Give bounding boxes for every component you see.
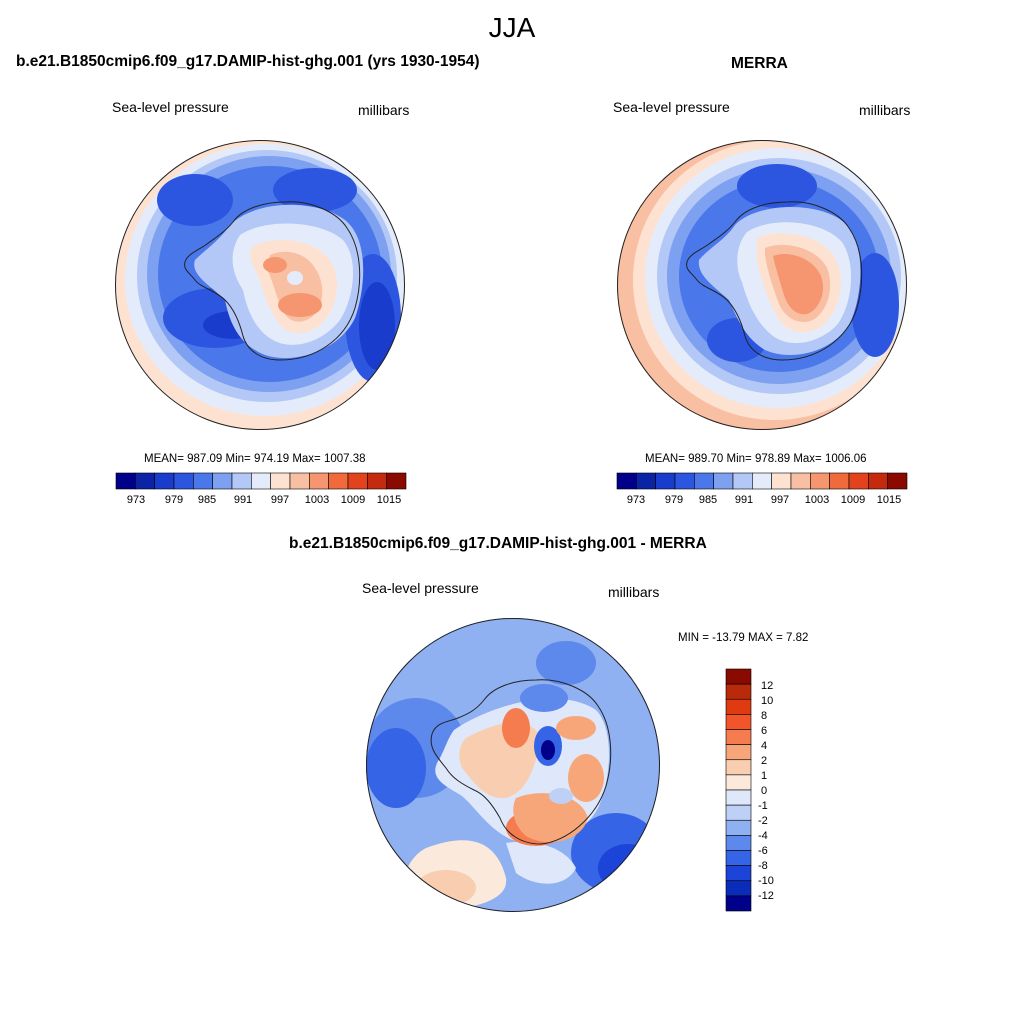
model-colorbar-tick: 985	[197, 494, 217, 506]
obs-panel-title: MERRA	[731, 55, 788, 72]
model-colorbar-swatch	[193, 472, 213, 490]
model-colorbar-swatch	[289, 472, 310, 490]
diff-colorbar-tick: -8	[758, 860, 768, 872]
obs-colorbar-swatch	[790, 472, 811, 490]
diff-colorbar-swatch	[725, 774, 752, 791]
obs-colorbar-swatch	[732, 472, 753, 490]
diff-colorbar-swatch	[725, 729, 752, 745]
model-colorbar-swatch	[115, 472, 136, 490]
diff-colorbar-swatch	[725, 819, 752, 836]
model-panel-title: b.e21.B1850cmip6.f09_g17.DAMIP-hist-ghg.…	[16, 53, 480, 70]
diff-colorbar-tick: -12	[758, 890, 774, 902]
obs-colorbar-swatch	[829, 472, 850, 490]
model-colorbar-tick: 991	[233, 494, 253, 506]
obs-colorbar-swatch	[713, 472, 734, 490]
diff-colorbar-tick: -2	[758, 815, 768, 827]
model-colorbar-swatch	[270, 472, 291, 490]
model-stats: MEAN= 987.09 Min= 974.19 Max= 1007.38	[144, 453, 366, 465]
obs-colorbar-swatch	[694, 472, 714, 490]
diff-colorbar-tick: 4	[761, 740, 768, 752]
obs-colorbar-swatch	[636, 472, 656, 490]
diff-colorbar-swatch	[725, 895, 752, 912]
obs-colorbar-swatch	[887, 472, 908, 490]
diff-colorbar-swatch	[725, 804, 752, 821]
diff-colorbar-tick: 6	[761, 725, 768, 737]
diff-colorbar-swatch	[725, 759, 752, 776]
diff-colorbar-swatch	[725, 714, 752, 730]
model-polar-map	[115, 140, 405, 430]
model-colorbar-tick: 1009	[340, 494, 366, 506]
obs-polar-map	[617, 140, 907, 430]
obs-colorbar-swatch	[752, 472, 772, 490]
figure-title: JJA	[488, 12, 536, 43]
model-colorbar-tick: 997	[270, 494, 290, 506]
diff-colorbar-tick: -1	[758, 800, 768, 812]
diff-colorbar-swatch	[725, 668, 752, 685]
model-colorbar	[115, 472, 407, 490]
obs-colorbar-swatch	[674, 472, 695, 490]
model-colorbar-swatch	[309, 472, 329, 490]
diff-colorbar-tick: 10	[761, 695, 774, 707]
diff-colorbar-swatch	[725, 789, 752, 806]
obs-colorbar-swatch	[810, 472, 830, 490]
diff-colorbar-tick: 1	[761, 770, 768, 782]
diff-units-label: millibars	[608, 584, 660, 600]
obs-colorbar	[616, 472, 908, 490]
obs-colorbar-swatch	[771, 472, 792, 490]
model-units-label: millibars	[358, 102, 410, 118]
diff-colorbar-swatch	[725, 698, 752, 715]
obs-colorbar-swatch	[616, 472, 637, 490]
diff-stats: MIN = -13.79 MAX = 7.82	[678, 632, 809, 644]
diff-colorbar-tick: 2	[761, 755, 768, 767]
obs-colorbar-tick: 1003	[804, 494, 830, 506]
diff-colorbar-swatch	[725, 880, 752, 897]
obs-colorbar-tick: 1015	[876, 494, 902, 506]
diff-colorbar-swatch	[725, 865, 752, 882]
model-colorbar-swatch	[251, 472, 271, 490]
diff-polar-map	[366, 618, 660, 912]
obs-variable-label: Sea-level pressure	[613, 99, 730, 115]
model-colorbar-swatch	[173, 472, 194, 490]
model-colorbar-swatch	[386, 472, 407, 490]
model-colorbar-tick: 1003	[304, 494, 330, 506]
diff-colorbar-tick: -4	[758, 830, 768, 842]
obs-colorbar-tick: 1009	[840, 494, 866, 506]
diff-colorbar-swatch	[725, 835, 752, 851]
obs-colorbar-tick: 991	[734, 494, 754, 506]
model-colorbar-swatch	[212, 472, 233, 490]
diff-colorbar-swatch	[725, 850, 752, 866]
diff-colorbar-tick: -10	[758, 875, 774, 887]
obs-colorbar-swatch	[655, 472, 676, 490]
obs-colorbar-swatch	[868, 472, 888, 490]
obs-colorbar-swatch	[848, 472, 869, 490]
obs-colorbar-tick: 985	[698, 494, 718, 506]
model-colorbar-swatch	[367, 472, 387, 490]
model-colorbar-swatch	[328, 472, 349, 490]
model-colorbar-tick: 1015	[376, 494, 402, 506]
diff-panel-title: b.e21.B1850cmip6.f09_g17.DAMIP-hist-ghg.…	[289, 535, 707, 552]
model-colorbar-tick: 979	[164, 494, 184, 506]
diff-colorbar-tick: -6	[758, 845, 768, 857]
obs-stats: MEAN= 989.70 Min= 978.89 Max= 1006.06	[645, 453, 867, 465]
diff-colorbar-swatch	[725, 744, 752, 761]
model-colorbar-swatch	[347, 472, 368, 490]
diff-colorbar-tick: 0	[761, 785, 768, 797]
obs-colorbar-tick: 973	[626, 494, 646, 506]
diff-colorbar-tick: 8	[761, 710, 768, 722]
model-variable-label: Sea-level pressure	[112, 99, 229, 115]
model-colorbar-swatch	[231, 472, 252, 490]
diff-colorbar	[725, 668, 752, 912]
diff-colorbar-swatch	[725, 683, 752, 700]
diff-colorbar-tick: 12	[761, 680, 774, 692]
model-colorbar-tick: 973	[126, 494, 146, 506]
obs-colorbar-tick: 979	[664, 494, 684, 506]
obs-colorbar-tick: 997	[770, 494, 790, 506]
obs-units-label: millibars	[859, 102, 911, 118]
model-colorbar-swatch	[154, 472, 175, 490]
diff-variable-label: Sea-level pressure	[362, 580, 479, 596]
model-colorbar-swatch	[135, 472, 155, 490]
